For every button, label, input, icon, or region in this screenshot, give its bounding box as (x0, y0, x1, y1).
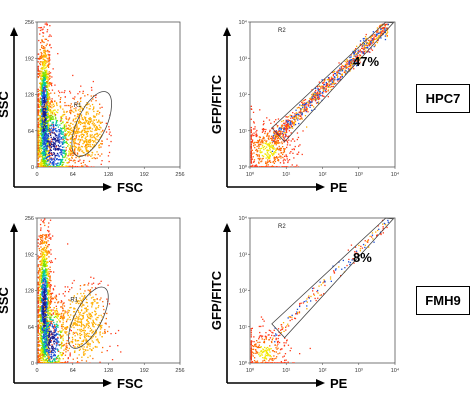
x-axis-label: PE (330, 180, 348, 195)
data-points (250, 23, 389, 167)
x-tick-label: 10² (319, 172, 327, 178)
x-tick-label: 10¹ (282, 172, 290, 178)
y-tick-label: 0 (31, 361, 34, 367)
y-tick-label: 192 (25, 252, 34, 258)
x-tick-label: 64 (70, 368, 76, 374)
y-tick-label: 128 (25, 289, 34, 295)
y-axis-label: SSC (0, 287, 11, 314)
y-tick-label: 256 (25, 216, 34, 222)
x-tick-label: 128 (104, 368, 113, 374)
data-points (37, 218, 122, 363)
x-tick-label: 10³ (355, 172, 363, 178)
y-tick-label: 10⁰ (239, 164, 248, 171)
x-tick-label: 10¹ (282, 368, 290, 374)
y-tick-label: 10¹ (239, 129, 247, 135)
data-points (250, 219, 389, 363)
y-axis-label: SSC (0, 91, 11, 118)
y-tick-label: 192 (25, 56, 34, 62)
gate-percent: 47% (353, 54, 379, 69)
plot-panel-1: R1 0 64 128 192 256 0 64 128 192 256 FSC SSC (0, 20, 185, 195)
y-tick-label: 0 (31, 165, 34, 171)
y-tick-label: 64 (28, 129, 34, 135)
y-tick-label: 10³ (239, 56, 247, 62)
x-tick-label: 256 (175, 172, 184, 178)
plot-panel-2: R2 47% 10⁰ 10¹ 10² 10³ 10⁴ 10⁰ 10¹ 10² 10³ 10⁴ PE GFP… (209, 19, 400, 195)
x-tick-label: 192 (140, 368, 149, 374)
gate-ellipse (68, 286, 109, 349)
x-tick-label: 0 (35, 368, 38, 374)
x-tick-label: 128 (104, 172, 113, 178)
sample-label-fmh9: FMH9 (416, 286, 470, 315)
gate-polygon (271, 21, 395, 143)
x-tick-label: 10⁰ (246, 171, 255, 178)
x-tick-label: 10⁰ (246, 367, 255, 374)
y-tick-label: 10¹ (239, 325, 247, 331)
y-axis-label: GFP/FITC (209, 270, 224, 330)
y-tick-label: 10² (239, 93, 247, 99)
x-tick-label: 10⁴ (391, 171, 400, 178)
x-tick-label: 256 (175, 368, 184, 374)
gate-label: R2 (278, 224, 286, 230)
x-tick-label: 192 (140, 172, 149, 178)
gate-percent: 8% (353, 250, 372, 265)
y-tick-label: 10⁴ (239, 19, 248, 26)
y-tick-label: 256 (25, 20, 34, 26)
x-axis-label: PE (330, 376, 348, 391)
y-tick-label: 10⁴ (239, 215, 248, 222)
x-tick-label: 10⁴ (391, 367, 400, 374)
y-tick-label: 10³ (239, 252, 247, 258)
y-tick-label: 128 (25, 93, 34, 99)
gate-label: R1 (70, 298, 78, 304)
gate-polygon (271, 217, 395, 339)
plot-panel-3: R1 0 64 128 192 256 0 64 128 192 256 FSC SSC (0, 216, 185, 391)
plot-panel-4: R2 8% 10⁰ 10¹ 10² 10³ 10⁴ 10⁰ 10¹ 10² 10³ 10⁴ PE GFP/… (209, 215, 400, 391)
x-axis-label: FSC (117, 180, 144, 195)
y-axis-label: GFP/FITC (209, 74, 224, 134)
y-tick-label: 64 (28, 325, 34, 331)
x-tick-label: 10² (319, 368, 327, 374)
gate-label: R1 (74, 103, 82, 109)
y-tick-label: 10² (239, 289, 247, 295)
x-tick-label: 64 (70, 172, 76, 178)
gate-label: R2 (278, 28, 286, 34)
x-axis-label: FSC (117, 376, 144, 391)
data-points (37, 22, 112, 167)
sample-label-hpc7: HPC7 (416, 84, 470, 113)
y-tick-label: 10⁰ (239, 360, 248, 367)
x-tick-label: 0 (35, 172, 38, 178)
x-tick-label: 10³ (355, 368, 363, 374)
gate-ellipse (71, 91, 112, 157)
